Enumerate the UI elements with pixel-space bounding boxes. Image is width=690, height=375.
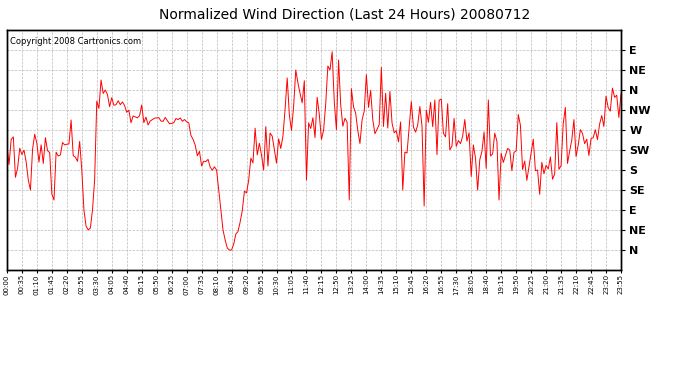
Text: Copyright 2008 Cartronics.com: Copyright 2008 Cartronics.com <box>10 37 141 46</box>
Text: Normalized Wind Direction (Last 24 Hours) 20080712: Normalized Wind Direction (Last 24 Hours… <box>159 8 531 21</box>
